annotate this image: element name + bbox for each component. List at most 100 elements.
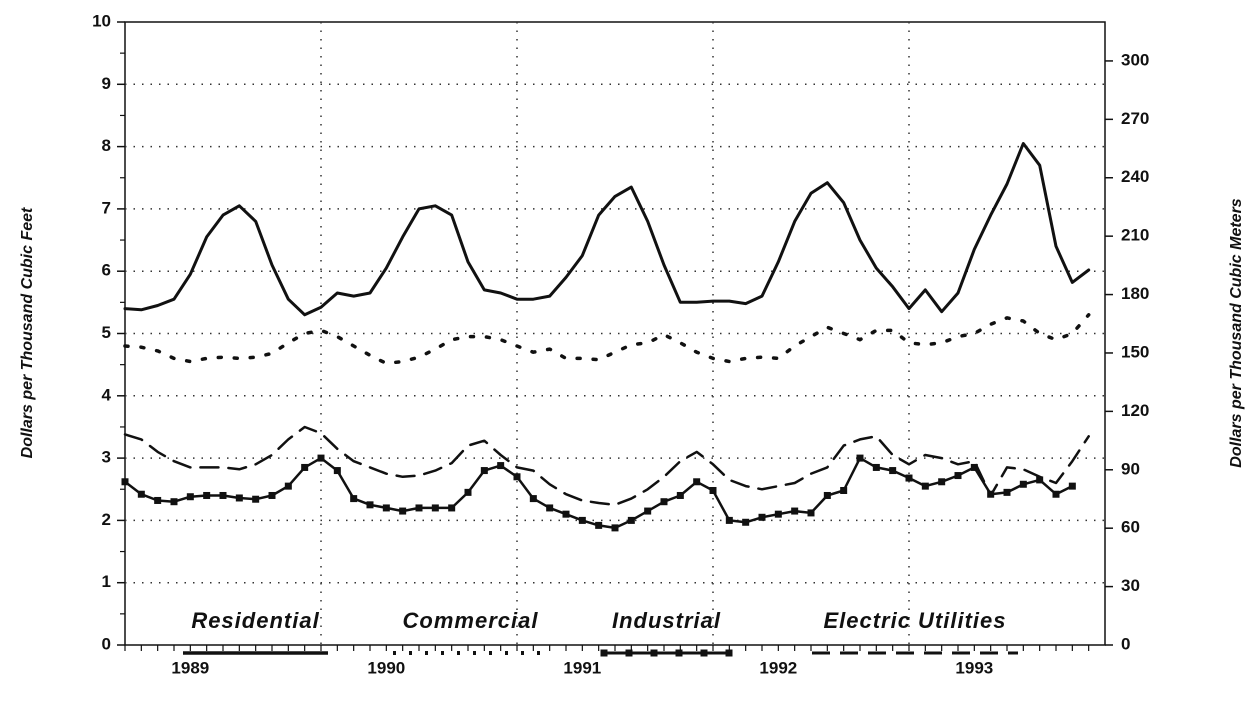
legend-label: Commercial bbox=[403, 608, 539, 633]
point-marker bbox=[1036, 476, 1044, 484]
point-marker bbox=[480, 467, 488, 475]
y-tick-label: 7 bbox=[102, 198, 111, 217]
legend-label: Electric Utilities bbox=[823, 608, 1006, 633]
point-marker bbox=[382, 504, 390, 512]
y2-tick-label: 270 bbox=[1121, 109, 1149, 128]
point-marker bbox=[235, 494, 243, 502]
point-marker bbox=[1068, 482, 1076, 490]
point-marker bbox=[513, 473, 521, 481]
y-tick-label: 3 bbox=[102, 448, 111, 467]
series-line bbox=[123, 313, 1091, 366]
point-marker bbox=[840, 486, 848, 494]
legend-marker bbox=[625, 649, 633, 657]
y2-tick-label: 240 bbox=[1121, 167, 1149, 186]
y2-tick-label: 150 bbox=[1121, 342, 1149, 361]
point-marker bbox=[709, 486, 717, 494]
point-marker bbox=[758, 513, 766, 521]
point-marker bbox=[774, 510, 782, 518]
legend-marker bbox=[650, 649, 658, 657]
series-line bbox=[123, 142, 1091, 317]
point-marker bbox=[366, 501, 374, 509]
point-marker bbox=[595, 521, 603, 529]
series-line bbox=[123, 425, 1090, 507]
point-marker bbox=[905, 474, 913, 482]
point-marker bbox=[660, 498, 668, 506]
y-tick-label: 2 bbox=[102, 510, 111, 529]
legend-label: Industrial bbox=[612, 608, 721, 633]
point-marker bbox=[497, 462, 505, 470]
legend-marker bbox=[675, 649, 683, 657]
point-marker bbox=[219, 491, 227, 499]
point-marker bbox=[954, 472, 962, 480]
point-marker bbox=[333, 467, 341, 475]
point-marker bbox=[872, 463, 880, 471]
y-tick-label: 1 bbox=[102, 572, 111, 591]
x-tick-label: 1992 bbox=[759, 658, 797, 677]
y2-tick-label: 90 bbox=[1121, 459, 1140, 478]
point-marker bbox=[611, 524, 619, 532]
y2-tick-label: 210 bbox=[1121, 226, 1149, 245]
point-marker bbox=[121, 478, 129, 486]
y-tick-label: 5 bbox=[102, 323, 111, 342]
point-marker bbox=[627, 516, 635, 524]
x-tick-label: 1993 bbox=[955, 658, 993, 677]
point-marker bbox=[562, 510, 570, 518]
y-tick-label: 4 bbox=[102, 385, 112, 404]
y-tick-label: 0 bbox=[102, 634, 111, 653]
point-marker bbox=[644, 507, 652, 515]
point-marker bbox=[1003, 488, 1011, 496]
point-marker bbox=[137, 490, 145, 498]
y-tick-label: 10 bbox=[92, 11, 111, 30]
point-marker bbox=[186, 493, 194, 501]
point-marker bbox=[791, 507, 799, 515]
legend-marker bbox=[700, 649, 708, 657]
point-marker bbox=[921, 482, 929, 490]
point-marker bbox=[889, 467, 897, 475]
x-tick-label: 1989 bbox=[171, 658, 209, 677]
point-marker bbox=[1052, 490, 1060, 498]
point-marker bbox=[742, 518, 750, 526]
legend-label: Residential bbox=[191, 608, 319, 633]
point-marker bbox=[970, 463, 978, 471]
point-marker bbox=[301, 463, 309, 471]
point-marker bbox=[578, 516, 586, 524]
point-marker bbox=[284, 482, 292, 490]
y2-tick-label: 300 bbox=[1121, 50, 1149, 69]
point-marker bbox=[252, 495, 260, 503]
point-marker bbox=[317, 454, 325, 462]
point-marker bbox=[676, 491, 684, 499]
y2-tick-label: 180 bbox=[1121, 284, 1149, 303]
point-marker bbox=[1019, 480, 1027, 488]
point-marker bbox=[154, 496, 162, 504]
point-marker bbox=[529, 495, 537, 503]
y-axis-label: Dollars per Thousand Cubic Feet bbox=[19, 207, 36, 458]
legend-marker bbox=[600, 649, 608, 657]
point-marker bbox=[399, 507, 407, 515]
series-line bbox=[123, 456, 1074, 530]
point-marker bbox=[807, 509, 815, 517]
point-marker bbox=[350, 495, 358, 503]
y-tick-label: 9 bbox=[102, 74, 111, 93]
point-marker bbox=[203, 491, 211, 499]
point-marker bbox=[693, 478, 701, 486]
y2-axis-label: Dollars per Thousand Cubic Meters bbox=[1228, 198, 1245, 467]
point-marker bbox=[448, 504, 456, 512]
point-marker bbox=[431, 504, 439, 512]
x-tick-label: 1990 bbox=[367, 658, 405, 677]
legend-marker bbox=[725, 649, 733, 657]
y2-tick-label: 0 bbox=[1121, 634, 1130, 653]
point-marker bbox=[170, 498, 178, 506]
point-marker bbox=[823, 491, 831, 499]
y2-tick-label: 60 bbox=[1121, 518, 1140, 537]
x-tick-label: 1991 bbox=[563, 658, 601, 677]
point-marker bbox=[268, 491, 276, 499]
point-marker bbox=[938, 478, 946, 486]
y2-tick-label: 30 bbox=[1121, 576, 1140, 595]
y-tick-label: 6 bbox=[102, 261, 111, 280]
point-marker bbox=[856, 454, 864, 462]
y2-tick-label: 120 bbox=[1121, 401, 1149, 420]
point-marker bbox=[464, 488, 472, 496]
point-marker bbox=[415, 504, 423, 512]
point-marker bbox=[725, 516, 733, 524]
